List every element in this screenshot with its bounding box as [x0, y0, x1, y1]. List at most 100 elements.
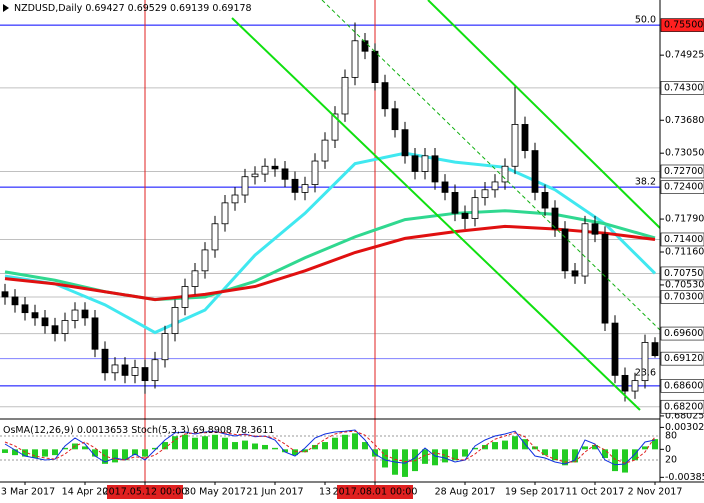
osma-bar: [572, 449, 578, 463]
osma-bar: [412, 449, 418, 472]
level-label-box: [660, 180, 704, 194]
open: 0.69427: [85, 3, 124, 14]
candle-body: [1, 291, 9, 298]
x-tick-label: 2017.05.12 00:00: [103, 487, 188, 498]
osma-bar: [2, 449, 8, 453]
osma-bar: [42, 449, 48, 457]
candle-body: [531, 150, 539, 193]
price-panel: [0, 0, 660, 482]
candle-body: [651, 342, 659, 357]
candle-body: [291, 178, 299, 193]
candle-body: [631, 380, 639, 392]
candle-body: [31, 312, 39, 319]
candle-body: [311, 160, 319, 185]
osma-bar: [632, 449, 638, 461]
candle-body: [441, 181, 449, 193]
osma-tick-label: 0: [665, 444, 671, 455]
candle-body: [451, 192, 459, 214]
candle-body: [401, 129, 409, 157]
candle-body: [201, 249, 209, 272]
candle-body: [141, 367, 149, 382]
osma-bar: [312, 444, 318, 450]
x-tick-label: 13: [319, 487, 331, 498]
candle-body: [251, 173, 259, 178]
candle-body: [571, 270, 579, 277]
osma-tick-label: 0.003021: [665, 422, 704, 433]
osma-bar: [542, 449, 548, 456]
osma-bar: [302, 449, 308, 453]
channel-lines: [231, 0, 661, 411]
candle-body: [361, 40, 369, 52]
candle-body: [131, 367, 139, 376]
candle-body: [331, 113, 339, 141]
candle-body: [421, 155, 429, 172]
candle-body: [41, 317, 49, 327]
moving-average: [4, 224, 656, 302]
candle-body: [411, 155, 419, 172]
title-icon: [3, 4, 9, 12]
osma-bar: [22, 449, 28, 457]
candle-body: [481, 189, 489, 199]
candle-body: [11, 296, 19, 306]
osma-bar: [582, 446, 588, 450]
level-label: 0.68600: [664, 380, 703, 391]
candle-body: [591, 223, 599, 235]
candle-body: [381, 82, 389, 110]
candle-body: [91, 317, 99, 350]
candle-body: [601, 233, 609, 324]
x-tick-label: 23 Mar 2017: [0, 487, 55, 498]
candle-body: [521, 124, 529, 151]
candle-body: [21, 304, 29, 314]
osma-bar: [52, 449, 58, 456]
osma-bar: [262, 444, 268, 450]
level-label-box: [660, 164, 704, 179]
level-label: 0.75500: [664, 20, 703, 31]
low: 0.69139: [170, 3, 209, 14]
osma-bar: [432, 449, 438, 466]
candle-body: [271, 165, 279, 170]
candle-body: [101, 348, 109, 374]
osma-bar: [252, 443, 258, 450]
level-label: 0.70750: [664, 268, 703, 279]
candle-body: [221, 202, 229, 225]
osma-bar: [472, 447, 478, 450]
candle-body: [371, 50, 379, 84]
candle-body: [81, 309, 89, 319]
candle-body: [471, 197, 479, 219]
level-label-box: [660, 351, 704, 366]
osma-tick-label: -0.003858: [665, 472, 704, 483]
osma-bar: [152, 447, 158, 450]
osma-bar: [202, 436, 208, 450]
channel-line: [427, 0, 661, 229]
x-tick-label: 30 May 2017: [184, 487, 246, 498]
candle-body: [151, 359, 159, 382]
candle-body: [61, 320, 69, 334]
osma-bar: [222, 437, 228, 450]
candle-body: [161, 333, 169, 361]
level-label-box: [660, 326, 704, 341]
osma-bar: [112, 449, 118, 463]
stoch-tick-label: 20: [665, 455, 677, 466]
osma-bar: [362, 442, 368, 450]
x-tick-label: 19 Sep 2017: [505, 487, 565, 498]
candle-body: [51, 325, 59, 334]
symbol: NZDUSD,Daily: [14, 3, 83, 14]
osma-bar: [232, 442, 238, 450]
candle-body: [341, 76, 349, 115]
level-label: 0.69600: [664, 328, 703, 339]
level-label-box: [660, 232, 704, 247]
candle-body: [211, 223, 219, 251]
candle-body: [431, 155, 439, 183]
stoch-main: 69.8908: [193, 425, 232, 436]
chart-title: NZDUSD,Daily 0.69427 0.69529 0.69139 0.6…: [14, 3, 252, 14]
osma-bar: [142, 449, 148, 457]
y-tick-label: 0.71160: [665, 247, 704, 258]
y-tick-label: 0.74925: [665, 50, 704, 61]
stoch-signal: 78.3611: [235, 425, 274, 436]
stoch-name: Stoch(5,3,3): [131, 425, 189, 436]
candle-body: [181, 286, 189, 308]
level-label-box: [660, 18, 704, 32]
osma-bar: [512, 436, 518, 450]
fibo-label: 23.6: [635, 368, 656, 379]
